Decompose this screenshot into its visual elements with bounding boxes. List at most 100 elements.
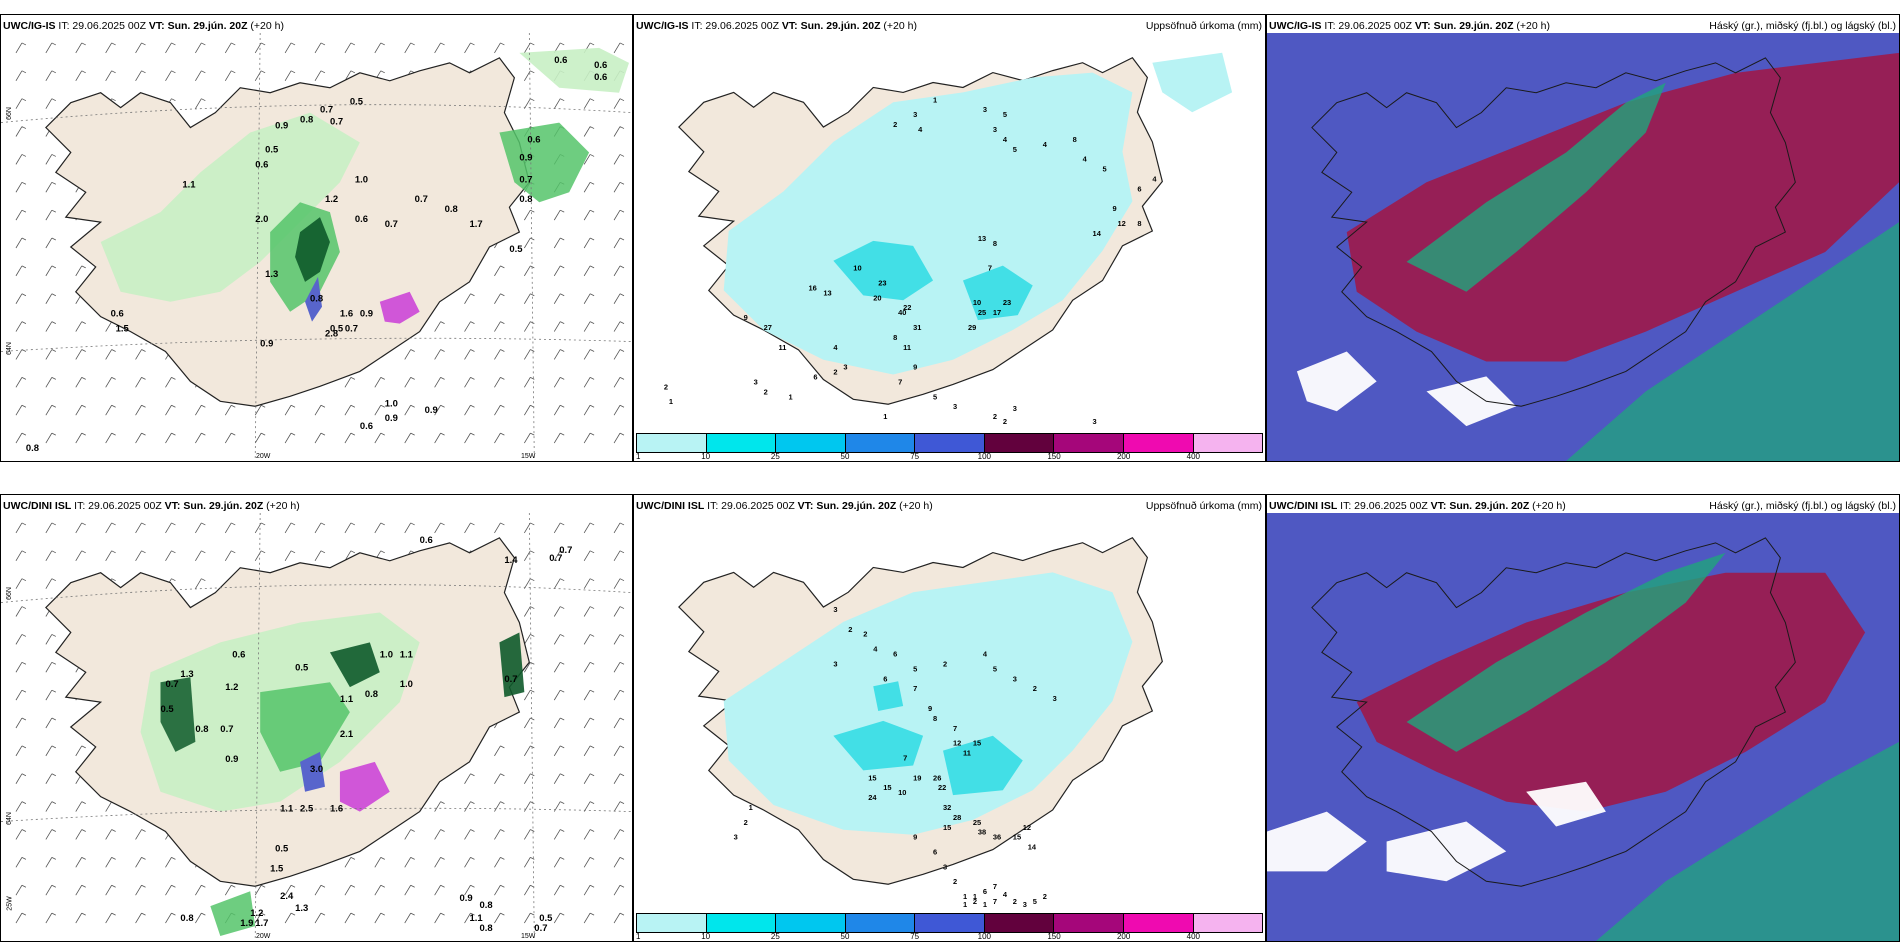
wind-barb xyxy=(404,349,415,360)
precip-value-label: 4 xyxy=(918,125,923,134)
colorbar-swatch xyxy=(915,434,985,452)
wind-barb xyxy=(523,70,535,81)
lon-label-20w: 20W xyxy=(256,933,271,940)
precip-value-label: 2 xyxy=(833,368,837,377)
wind-value-label: 0.8 xyxy=(365,689,378,700)
colorbar-tick-label: 150 xyxy=(1047,452,1061,461)
wind-map-header: UWC/IG-IS IT: 29.06.2025 00Z VT: Sun. 29… xyxy=(1,15,632,37)
wind-barb xyxy=(464,801,475,812)
wind-barb xyxy=(523,349,535,360)
precip-value-label: 13 xyxy=(823,288,831,297)
wind-value-label: 0.5 xyxy=(509,244,522,255)
wind-barb xyxy=(553,745,565,757)
valid-time: VT: Sun. 29.jún. 20Z xyxy=(797,500,897,512)
wind-barb xyxy=(434,42,445,54)
precip-value-label: 2 xyxy=(943,659,947,668)
precip-value-label: 6 xyxy=(883,674,887,683)
wind-barb xyxy=(464,522,475,534)
wind-barb xyxy=(583,578,595,589)
wind-map-header: UWC/DINI ISL IT: 29.06.2025 00Z VT: Sun.… xyxy=(1,495,632,517)
precip-value-label: 8 xyxy=(1137,219,1141,228)
wind-barb xyxy=(45,773,57,784)
precip-colorbar-ticks: 1 10 25 50 75 100 150 200 400 xyxy=(636,932,1263,941)
colorbar-tick-label: 100 xyxy=(977,932,992,941)
precip-value-label: 27 xyxy=(764,323,772,332)
wind-barb xyxy=(613,773,625,784)
wind-barb xyxy=(523,717,535,729)
init-time: IT: 29.06.2025 00Z xyxy=(71,500,165,512)
wind-barb xyxy=(434,884,445,896)
wind-barb xyxy=(523,237,535,249)
wind-barb xyxy=(523,432,535,444)
wind-barb xyxy=(15,209,27,221)
precip-value-label: 4 xyxy=(833,343,838,352)
wind-barb xyxy=(45,42,57,54)
cloud-map xyxy=(1267,33,1899,461)
precip-value-label: 4 xyxy=(873,645,878,654)
model-name: UWC/IG-IS xyxy=(1269,20,1322,32)
wind-barb xyxy=(553,912,565,924)
wind-barb xyxy=(195,912,206,924)
precip-value-label: 2 xyxy=(1043,892,1047,901)
precip-value-label: 3 xyxy=(943,862,947,871)
wind-barb xyxy=(45,717,57,729)
precip-value-label: 13 xyxy=(978,234,986,243)
lon-label-25w: 25W xyxy=(6,896,14,911)
wind-barb xyxy=(583,98,595,109)
wind-barb xyxy=(523,857,535,868)
wind-barb xyxy=(15,689,27,701)
cloud-map-header: UWC/IG-IS IT: 29.06.2025 00Z VT: Sun. 29… xyxy=(1267,15,1899,37)
wind-barb xyxy=(45,689,57,701)
wind-map-panel-row1: UWC/IG-IS IT: 29.06.2025 00Z VT: Sun. 29… xyxy=(0,14,633,462)
precip-colorbar xyxy=(636,433,1263,453)
lead-time: (+20 h) xyxy=(247,20,284,32)
precip-title: Uppsöfnuð úrkoma (mm) xyxy=(1145,20,1262,32)
wind-barb xyxy=(45,578,57,589)
wind-barb xyxy=(75,801,86,812)
wind-barb xyxy=(553,522,565,534)
wind-barb xyxy=(165,550,176,561)
precip-value-label: 3 xyxy=(993,125,997,134)
precip-map-panel-row2: UWC/DINI ISL IT: 29.06.2025 00Z VT: Sun.… xyxy=(633,494,1266,942)
wind-barb xyxy=(583,661,595,673)
precip-value-label: 6 xyxy=(813,373,817,382)
wind-barb xyxy=(374,432,385,444)
wind-barb xyxy=(75,912,86,924)
wind-barb xyxy=(464,432,475,444)
wind-barb xyxy=(165,70,176,81)
precip-map: 1 3 2 4 3 5 4 3 5 4 8 4 5 4 6 9 8 12 14 13 7 8 10 20 16 13 23 40 25 1… xyxy=(634,33,1265,429)
wind-barb xyxy=(75,884,86,896)
precip-value-label: 15 xyxy=(883,783,891,792)
wind-barb xyxy=(523,912,535,924)
wind-barb xyxy=(494,377,505,388)
wind-barb xyxy=(464,377,475,388)
wind-barb xyxy=(15,126,27,137)
valid-time: VT: Sun. 29.jún. 20Z xyxy=(1414,20,1514,32)
wind-value-label: 0.5 xyxy=(275,843,288,854)
wind-barb xyxy=(434,349,445,360)
wind-barb xyxy=(434,377,445,388)
wind-barb xyxy=(583,606,595,617)
precip-value-label: 2 xyxy=(1003,417,1007,426)
precip-value-label: 9 xyxy=(913,833,917,842)
wind-barb xyxy=(613,209,625,221)
precip-value-label: 17 xyxy=(993,308,1001,317)
wind-barb xyxy=(284,912,296,924)
wind-barb xyxy=(105,884,116,896)
wind-barb xyxy=(105,912,116,924)
wind-barb xyxy=(553,884,565,896)
wind-barb xyxy=(75,70,86,81)
wind-barb xyxy=(613,432,625,444)
precip-value-label: 2 xyxy=(953,877,957,886)
colorbar-tick-label: 400 xyxy=(1186,932,1201,941)
precip-value-label: 26 xyxy=(933,773,941,782)
precip-value-label: 6 xyxy=(933,848,937,857)
precip-value-label: 14 xyxy=(1093,229,1102,238)
precip-value-label: 3 xyxy=(833,659,837,668)
wind-value-label: 0.5 xyxy=(295,662,308,673)
wind-barb xyxy=(45,209,57,221)
wind-value-label: 1.5 xyxy=(270,863,283,874)
precip-value-label: 12 xyxy=(953,739,961,748)
wind-barb xyxy=(583,773,595,784)
cloud-map-canvas xyxy=(1267,33,1899,461)
